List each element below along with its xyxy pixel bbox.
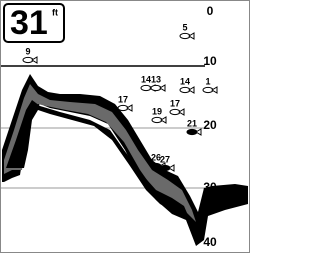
depth-scale-label: 10	[203, 54, 217, 68]
fish-icon	[151, 85, 165, 91]
depth-scale-label: 30	[203, 180, 217, 194]
fish-icon	[118, 105, 132, 111]
fish-depth-label: 17	[118, 94, 128, 104]
depth-value: 31	[10, 4, 48, 42]
fish-depth-label: 9	[25, 46, 30, 56]
depth-scale-label: 0	[207, 4, 214, 18]
fish-icon	[180, 87, 194, 93]
fish-depth-label: 14	[180, 76, 190, 86]
fish-icon	[160, 165, 174, 171]
fish-icon	[180, 33, 194, 39]
fish-depth-label: 13	[151, 74, 161, 84]
depth-scale-label: 20	[203, 118, 217, 132]
fish-depth-label: 21	[187, 118, 197, 128]
fish-icon	[203, 87, 217, 93]
fish-depth-label: 5	[182, 22, 187, 32]
fish-icon	[170, 109, 184, 115]
fish-depth-label: 14	[141, 74, 151, 84]
fish-icon	[23, 57, 37, 63]
fish-depth-label: 19	[152, 106, 162, 116]
depth-scale-label: 40	[203, 235, 217, 249]
fish-depth-label: 27	[160, 154, 170, 164]
fish-icon	[152, 117, 166, 123]
depth-unit: ft	[52, 7, 58, 17]
fish-depth-label: 1	[205, 76, 210, 86]
fish-depth-label: 17	[170, 98, 180, 108]
fish-icon	[187, 129, 201, 135]
